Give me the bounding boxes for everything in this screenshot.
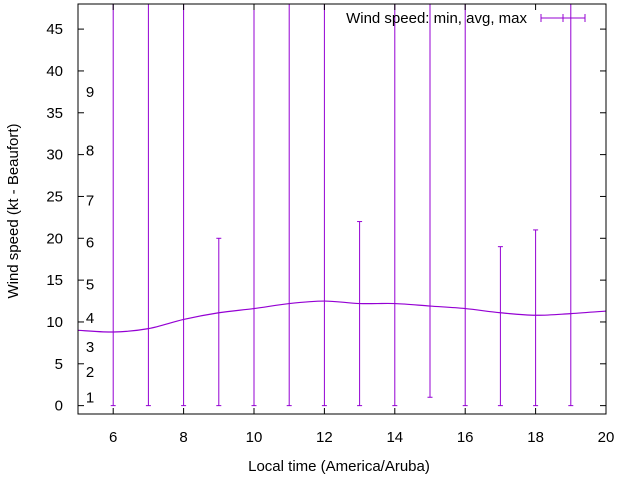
y-tick-label-45: 45	[46, 21, 63, 38]
beaufort-label-4: 4	[86, 310, 94, 327]
beaufort-label-5: 5	[86, 276, 94, 293]
legend-label: Wind speed: min, avg, max	[346, 10, 527, 27]
y-tick-label-20: 20	[46, 230, 63, 247]
y-tick-label-40: 40	[46, 63, 63, 80]
y-axis-title: Wind speed (kt - Beaufort)	[5, 123, 22, 298]
x-axis-title: Local time (America/Aruba)	[248, 458, 430, 475]
beaufort-label-3: 3	[86, 339, 94, 356]
x-tick-label-12: 12	[316, 429, 333, 446]
y-tick-label-0: 0	[55, 398, 63, 415]
plot-frame	[77, 3, 607, 415]
y-tick-label-35: 35	[46, 105, 63, 122]
beaufort-label-9: 9	[86, 84, 94, 101]
x-axis-ticks: 6 8 10 12 14 16 18 20	[109, 4, 614, 446]
x-tick-label-16: 16	[457, 429, 474, 446]
error-bars-layer	[110, 3, 574, 407]
x-tick-label-8: 8	[179, 429, 187, 446]
avg-wind-line	[77, 300, 607, 333]
y-tick-label-15: 15	[46, 272, 63, 289]
beaufort-label-7: 7	[86, 193, 94, 210]
beaufort-label-1: 1	[86, 389, 94, 406]
x-tick-label-10: 10	[246, 429, 263, 446]
beaufort-label-8: 8	[86, 142, 94, 159]
y-tick-label-25: 25	[46, 188, 63, 205]
y-tick-label-30: 30	[46, 147, 63, 164]
y-tick-label-10: 10	[46, 314, 63, 331]
x-tick-label-18: 18	[527, 429, 544, 446]
beaufort-label-6: 6	[86, 234, 94, 251]
beaufort-labels: 1 2 3 4 5 6 7 8 9	[86, 84, 94, 406]
y-tick-label-5: 5	[55, 356, 63, 373]
x-tick-label-6: 6	[109, 429, 117, 446]
x-tick-label-20: 20	[598, 429, 615, 446]
legend: Wind speed: min, avg, max	[346, 10, 586, 27]
beaufort-label-2: 2	[86, 364, 94, 381]
x-tick-label-14: 14	[386, 429, 403, 446]
